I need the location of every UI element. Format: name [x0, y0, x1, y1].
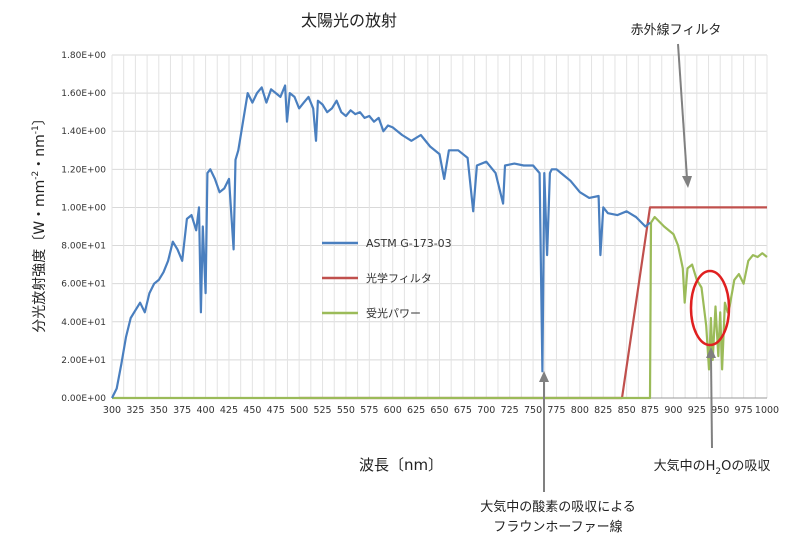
y-tick-label: 1.20E+00 [61, 165, 106, 175]
water-absorption-circle [689, 269, 731, 347]
x-tick-label: 600 [384, 405, 402, 416]
x-tick-label: 975 [735, 405, 753, 416]
x-tick-label: 750 [524, 405, 542, 416]
y-tick-label: 0.00E+00 [61, 394, 106, 404]
y-tick-label: 1.40E+00 [61, 127, 106, 137]
annotation-water-sub: 2 [715, 467, 721, 477]
x-tick-label: 925 [688, 405, 706, 416]
y-axis-label-mid: ・nm [32, 134, 48, 171]
x-tick-label: 825 [594, 405, 612, 416]
annotation-ir-filter-arrow [677, 43, 688, 179]
x-tick-label: 900 [664, 405, 682, 416]
y-axis-label: 分光放射強度〔W・mm-2・nm-1〕 [31, 111, 48, 333]
y-tick-label: 1.80E+00 [61, 51, 106, 61]
x-tick-label: 575 [360, 405, 378, 416]
x-tick-label: 550 [337, 405, 355, 416]
x-tick-label: 850 [618, 405, 636, 416]
x-tick-label: 1000 [755, 405, 779, 416]
y-axis-label-main: 分光放射強度〔W・mm [32, 180, 48, 333]
annotation-water: 大気中のH2Oの吸収 [654, 458, 771, 477]
x-tick-label: 800 [571, 405, 589, 416]
x-tick-label: 325 [126, 405, 144, 416]
x-axis: 300 325 350 375 400 425 450 475 500 525 550 575 600 6… [103, 405, 779, 416]
annotation-ir-filter-arrowhead [682, 176, 692, 188]
x-tick-label: 650 [430, 405, 448, 416]
grid [111, 54, 768, 399]
y-axis: 0.00E+00 2.00E+01 4.00E+01 6.00E+01 8.00E+01… [61, 51, 106, 404]
legend: ASTM G-173-03 光学フィルタ 受光パワー [322, 237, 452, 320]
series-lines [111, 84, 768, 400]
y-tick-label: 1.00E+00 [61, 203, 106, 213]
x-tick-label: 350 [150, 405, 168, 416]
x-tick-label: 450 [243, 405, 261, 416]
y-tick-label: 8.00E+01 [61, 242, 106, 252]
annotation-water-arrow [710, 356, 713, 449]
annotation-water-pre: 大気中のH [654, 458, 716, 474]
series-line-power [112, 215, 768, 400]
x-tick-label: 300 [103, 405, 121, 416]
x-tick-label: 700 [477, 405, 495, 416]
x-tick-label: 400 [197, 405, 215, 416]
x-tick-label: 525 [313, 405, 331, 416]
annotation-oxygen-arrowhead [539, 371, 549, 382]
x-axis-label: 波長〔nm〕 [359, 456, 443, 474]
series-line-astm [111, 84, 651, 399]
x-tick-label: 725 [501, 405, 519, 416]
annotation-water-post: Oの吸収 [721, 459, 770, 474]
y-tick-label: 6.00E+01 [61, 280, 106, 290]
x-tick-label: 775 [547, 405, 565, 416]
x-tick-label: 675 [454, 405, 472, 416]
legend-label-astm: ASTM G-173-03 [366, 237, 452, 250]
y-axis-label-exp1: -2 [31, 171, 41, 180]
y-tick-label: 2.00E+01 [61, 356, 106, 366]
annotation-water-arrowhead [706, 347, 716, 358]
y-tick-label: 1.60E+00 [61, 89, 106, 99]
legend-label-filter: 光学フィルタ [366, 271, 432, 285]
annotation-ir-filter: 赤外線フィルタ [631, 22, 722, 38]
annotation-oxygen-line1: 大気中の酸素の吸収による [480, 499, 636, 515]
chart-title: 太陽光の放射 [301, 11, 397, 30]
x-tick-label: 475 [267, 405, 285, 416]
y-axis-label-end: 〕 [32, 111, 48, 125]
y-tick-label: 4.00E+01 [61, 318, 106, 328]
y-axis-label-exp2: -1 [31, 125, 41, 134]
x-tick-label: 625 [407, 405, 425, 416]
x-tick-label: 950 [711, 405, 729, 416]
x-tick-label: 875 [641, 405, 659, 416]
legend-label-power: 受光パワー [366, 306, 421, 320]
x-tick-label: 500 [290, 405, 308, 416]
annotations: 赤外線フィルタ 大気中の酸素の吸収による フラウンホーファー線 大気中のH2Oの… [480, 22, 770, 535]
annotation-oxygen-line2: フラウンホーファー線 [493, 519, 622, 535]
x-tick-label: 375 [173, 405, 191, 416]
x-tick-label: 425 [220, 405, 238, 416]
